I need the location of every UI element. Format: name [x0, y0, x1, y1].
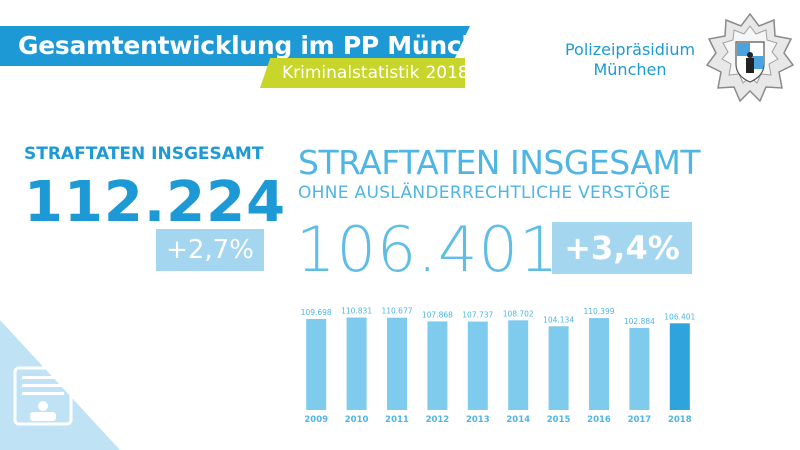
x-tick-2011: 2011 [385, 415, 409, 425]
police-star-logo [706, 12, 794, 102]
value-label-2009: 109.698 [301, 308, 332, 317]
subtitle-year: 2018 [425, 63, 469, 83]
x-tick-2012: 2012 [426, 415, 450, 425]
bar-2012 [427, 321, 448, 410]
list-icon-frame [13, 366, 73, 426]
bar-2011 [387, 317, 407, 410]
munich-child-icon [746, 58, 754, 73]
bar-2018 [669, 323, 690, 410]
value-label-2015: 104.134 [543, 315, 574, 324]
value-label-2010: 110.831 [341, 307, 372, 316]
bar-2009 [306, 319, 327, 410]
value-label-2014: 108.702 [503, 309, 534, 318]
x-tick-2014: 2014 [506, 415, 530, 425]
munich-child-head [747, 52, 753, 58]
subtitle: Kriminalstatistik 2018 [282, 63, 469, 83]
x-tick-2018: 2018 [668, 415, 692, 425]
total-crimes-value: 112.224 [24, 170, 287, 235]
person-icon-head [38, 401, 48, 411]
bar-2013 [467, 321, 488, 410]
x-tick-2016: 2016 [587, 415, 611, 425]
list-icon-line-3 [22, 392, 64, 395]
x-tick-2017: 2017 [628, 415, 652, 425]
list-icon-line-1 [22, 376, 64, 379]
bar-2017 [629, 327, 650, 410]
bar-2010 [346, 317, 367, 410]
value-label-2011: 110.677 [381, 307, 412, 316]
value-label-2013: 107.737 [462, 311, 493, 320]
bar-2014 [508, 320, 529, 410]
subtitle-label: Kriminalstatistik [282, 63, 420, 83]
x-tick-2013: 2013 [466, 415, 490, 425]
filtered-crimes-heading: STRAFTATEN INSGESAMT [298, 143, 701, 182]
bar-2015 [548, 326, 569, 410]
organization-line-1: Polizeipräsidium [564, 40, 696, 59]
list-icon-line-2 [22, 384, 64, 387]
filtered-crimes-subheading: OHNE AUSLÄNDERRECHTLICHE VERSTÖßE [298, 183, 671, 203]
person-icon-body [30, 412, 56, 421]
total-crimes-change-badge: +2,7% [156, 229, 264, 271]
shield-quarter-1 [737, 43, 750, 56]
value-label-2012: 107.868 [422, 310, 453, 319]
value-label-2018: 106.401 [664, 312, 695, 321]
bar-2016 [589, 318, 609, 410]
filtered-crimes-change-badge: +3,4% [552, 222, 692, 274]
value-label-2016: 110.399 [583, 307, 614, 316]
page-title: Gesamtentwicklung im PP München [18, 31, 514, 60]
organization-line-2: München [593, 60, 667, 79]
x-tick-2009: 2009 [304, 415, 328, 425]
total-crimes-label: STRAFTATEN INSGESAMT [24, 144, 264, 164]
x-tick-2015: 2015 [547, 415, 571, 425]
filtered-crimes-value: 106.401 [296, 213, 560, 286]
corner-decoration [0, 320, 120, 450]
organization-name: Polizeipräsidium München [560, 40, 700, 80]
x-tick-2010: 2010 [345, 415, 369, 425]
yearly-bar-chart: 109.698 2009 110.831 2010 110.677 2011 107.868… [301, 307, 696, 425]
value-label-2017: 102.884 [624, 317, 655, 326]
subtitle-banner [260, 58, 465, 88]
